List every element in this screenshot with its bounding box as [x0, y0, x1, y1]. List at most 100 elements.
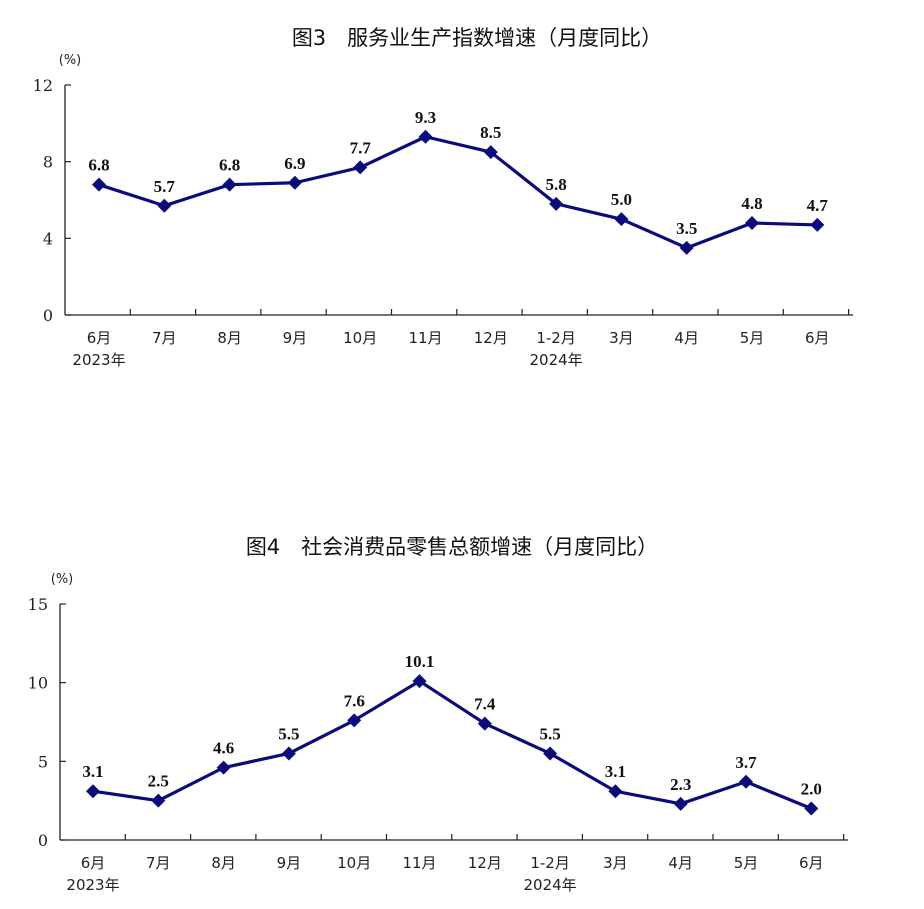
x-tick-label: 5月 — [740, 329, 765, 347]
data-label: 5.7 — [154, 177, 176, 196]
x-tick-label: 10月 — [343, 329, 377, 347]
data-labels: 6.8 5.7 6.8 6.9 7.7 9.3 8.5 5.8 5.0 3.5 4.8 4.7 — [88, 108, 828, 238]
data-point-marker — [608, 784, 623, 799]
data-point-marker — [151, 793, 166, 808]
x-tick-label: 3月 — [603, 854, 628, 872]
data-label: 6.8 — [88, 156, 109, 175]
chart-title: 图4 社会消费品零售总额增速（月度同比） — [246, 535, 658, 559]
data-label: 3.7 — [735, 753, 757, 772]
y-tick-label: 4 — [43, 229, 53, 248]
data-point-marker — [477, 716, 492, 731]
x-tick-label: 9月 — [283, 329, 308, 347]
y-tick-label: 0 — [38, 831, 48, 850]
x-tick-label: 6月 — [87, 329, 112, 347]
x-tick-label: 10月 — [337, 854, 371, 872]
data-point-marker — [810, 217, 825, 232]
x-tick-label: 8月 — [217, 329, 242, 347]
x-tick-label: 3月 — [609, 329, 634, 347]
x-tick-label: 11月 — [408, 329, 442, 347]
x-tick-label: 1-2月 — [530, 854, 570, 872]
axes — [64, 85, 853, 316]
data-point-marker — [92, 177, 106, 192]
data-point-marker — [804, 801, 819, 816]
data-label: 5.0 — [611, 190, 632, 209]
data-labels: 3.1 2.5 4.6 5.5 7.6 10.1 7.4 5.5 3.1 2.3 3.7 2.0 — [82, 652, 822, 798]
data-label: 4.8 — [741, 194, 762, 213]
data-label: 4.7 — [807, 196, 829, 215]
data-point-marker — [418, 129, 433, 144]
y-tick-label: 0 — [43, 306, 53, 325]
data-label: 7.4 — [474, 695, 496, 714]
data-point-marker — [412, 674, 427, 689]
x-year-label: 2024年 — [524, 876, 577, 894]
data-point-marker — [739, 774, 753, 789]
data-label: 9.3 — [415, 108, 436, 127]
x-tick-label: 6月 — [805, 329, 830, 347]
x-tick-label: 6月 — [799, 854, 824, 872]
data-label: 7.7 — [350, 138, 372, 157]
data-point-marker — [483, 145, 498, 160]
data-label: 5.5 — [539, 724, 560, 743]
data-label: 7.6 — [344, 691, 365, 710]
x-tick-label: 6月 — [81, 854, 106, 872]
x-year-label: 2024年 — [530, 351, 583, 369]
y-tick-label: 15 — [28, 595, 48, 614]
y-tick-label: 8 — [43, 153, 53, 172]
data-point-marker — [287, 175, 302, 190]
data-point-marker — [86, 784, 100, 799]
x-tick-label: 11月 — [402, 854, 436, 872]
data-point-marker — [549, 196, 564, 211]
chart-service-production-index: 图3 服务业生产指数增速（月度同比） (%) 0 4 8 12 6月 7月 8月 9月 10月 1… — [33, 26, 853, 369]
data-label: 2.5 — [148, 772, 169, 791]
x-year-label: 2023年 — [72, 351, 125, 369]
y-axis-unit: (%) — [51, 572, 74, 587]
y-tick-label: 12 — [33, 76, 53, 95]
axes — [59, 604, 848, 841]
data-label: 3.1 — [605, 762, 626, 781]
data-point-marker — [543, 746, 558, 761]
y-axis-unit: (%) — [59, 53, 82, 68]
series-line — [98, 135, 818, 250]
x-tick-label: 1-2月 — [536, 329, 576, 347]
data-point-marker — [347, 713, 362, 728]
data-label: 6.9 — [284, 154, 305, 173]
x-tick-label: 4月 — [668, 854, 693, 872]
data-point-marker — [614, 212, 629, 227]
x-tick-label: 4月 — [674, 329, 699, 347]
axis-ticks: 0 4 8 12 6月 7月 8月 9月 10月 11月 12月 1-2月 3月 4月 5月 6月 2023年 2… — [33, 76, 850, 369]
data-point-marker — [745, 216, 759, 230]
data-point-marker — [216, 760, 231, 775]
data-label: 2.3 — [670, 775, 691, 794]
data-point-marker — [353, 160, 368, 175]
data-label: 2.0 — [801, 780, 822, 799]
data-point-marker — [157, 198, 172, 213]
axis-ticks: 0 5 10 15 6月 7月 8月 9月 10月 11月 12月 1-2月 3月 4月 5月 6月 2023年… — [28, 595, 845, 894]
x-tick-label: 7月 — [146, 854, 171, 872]
chart-title: 图3 服务业生产指数增速（月度同比） — [292, 26, 662, 50]
data-label: 5.5 — [278, 724, 299, 743]
data-point-marker — [673, 796, 688, 811]
series-line — [92, 679, 812, 811]
y-tick-label: 5 — [38, 752, 48, 771]
y-tick-label: 10 — [28, 674, 48, 693]
data-label: 6.8 — [219, 156, 240, 175]
data-label: 3.1 — [82, 762, 103, 781]
x-tick-label: 8月 — [211, 854, 236, 872]
data-label: 4.6 — [213, 739, 234, 758]
x-year-label: 2023年 — [66, 876, 119, 894]
chart-retail-sales-growth: 图4 社会消费品零售总额增速（月度同比） (%) 0 5 10 15 6月 7月 8月 9月 1… — [28, 535, 848, 894]
data-series — [86, 674, 819, 816]
data-label: 3.5 — [676, 219, 697, 238]
data-series — [92, 129, 825, 255]
data-label: 5.8 — [545, 175, 566, 194]
data-label: 8.5 — [480, 123, 501, 142]
data-point-marker — [222, 177, 237, 192]
x-tick-label: 5月 — [734, 854, 759, 872]
x-tick-label: 7月 — [152, 329, 177, 347]
x-tick-label: 12月 — [474, 329, 508, 347]
x-tick-label: 9月 — [277, 854, 302, 872]
data-point-marker — [281, 746, 296, 761]
x-tick-label: 12月 — [468, 854, 502, 872]
data-point-marker — [679, 240, 694, 255]
